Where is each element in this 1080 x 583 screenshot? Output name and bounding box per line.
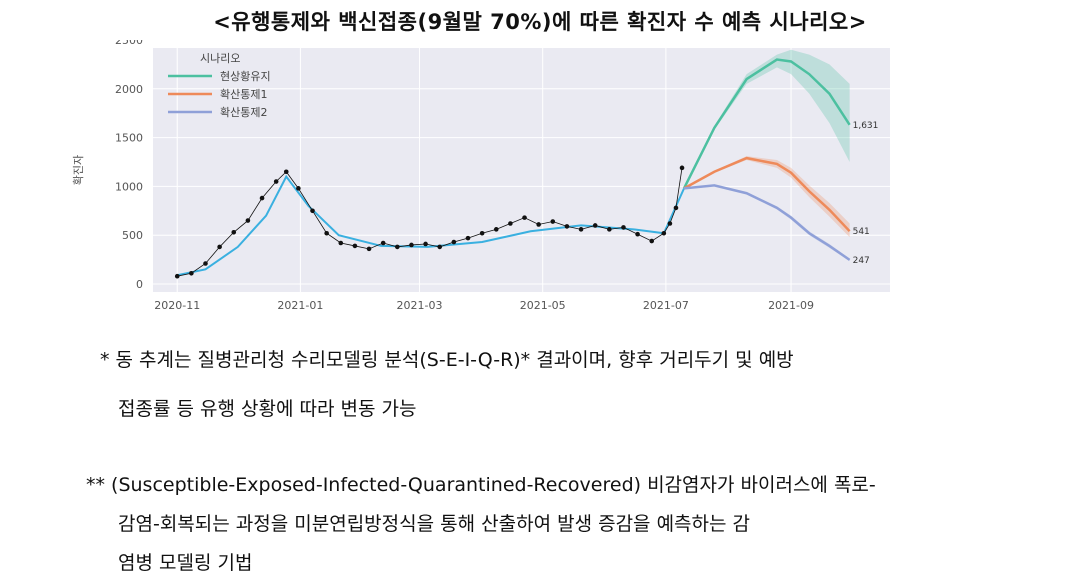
observed-point-2 <box>203 261 208 266</box>
observed-point-7 <box>273 179 279 184</box>
note2-line3: 염병 모델링 기법 <box>118 552 253 574</box>
observed-point-21 <box>465 235 471 241</box>
end-label-2: 247 <box>853 256 870 266</box>
observed-point-16 <box>395 244 400 250</box>
chart-svg: 0 500 1000 1500 2000 2500 2020-11 2021-01 2021-… <box>72 40 890 312</box>
x-tick-label-0: 2020-11 <box>154 299 200 312</box>
observed-series-group <box>174 165 685 279</box>
observed-point-25 <box>522 215 527 220</box>
scenario-line-2 <box>683 184 851 261</box>
observed-point-36 <box>667 221 673 226</box>
observed-point-32 <box>621 225 626 230</box>
y-axis-label: 확진자 <box>72 155 85 185</box>
legend-label-2: 확산통제2 <box>220 106 267 119</box>
observed-point-5 <box>245 218 251 223</box>
observed-point-12 <box>338 240 344 246</box>
observed-point-9 <box>296 186 301 191</box>
observed-point-8 <box>283 169 289 175</box>
x-tick-label-1: 2021-01 <box>277 299 323 312</box>
observed-point-22 <box>479 230 485 236</box>
observed-point-17 <box>409 242 414 248</box>
observed-point-34 <box>649 238 655 244</box>
observed-point-24 <box>508 221 513 226</box>
observed-point-29 <box>578 227 584 232</box>
y-tick-labels: 0 500 1000 1500 2000 2500 <box>115 40 143 291</box>
observed-point-30 <box>592 223 598 228</box>
observed-point-28 <box>564 224 570 229</box>
plot-background <box>153 48 890 292</box>
y-tick-label-3: 1500 <box>115 132 143 145</box>
x-tick-label-3: 2021-05 <box>520 299 566 312</box>
scenario-line-1 <box>683 156 851 233</box>
y-tick-label-1: 500 <box>122 229 143 242</box>
observed-point-27 <box>550 219 556 224</box>
note1-line1: * 동 추계는 질병관리청 수리모델링 분석(S-E-I-Q-R)* 결과이며,… <box>100 349 794 371</box>
observed-point-20 <box>451 239 457 245</box>
band-0 <box>684 49 850 189</box>
observed-point-15 <box>380 240 386 246</box>
x-tick-label-2: 2021-03 <box>397 299 443 312</box>
end-label-0: 1,631 <box>853 121 879 131</box>
observed-point-37 <box>673 205 679 211</box>
observed-point-31 <box>607 227 612 232</box>
x-tick-label-5: 2021-09 <box>768 299 814 312</box>
end-labels-group: 1,631 541 247 <box>853 121 879 266</box>
observed-point-35 <box>661 230 667 236</box>
legend: 시나리오 현상황유지 확산통제1 확산통제2 <box>168 52 271 119</box>
observed-point-26 <box>536 222 541 227</box>
x-gridlines <box>176 48 792 292</box>
legend-label-1: 확산통제1 <box>220 88 267 101</box>
observed-point-14 <box>366 246 372 252</box>
observed-point-38 <box>679 165 685 171</box>
note1-line2: 접종률 등 유행 상황에 따라 변동 가능 <box>118 398 417 420</box>
observed-point-1 <box>189 270 194 276</box>
scenario-line-0 <box>682 58 851 189</box>
observed-point-3 <box>217 244 222 250</box>
observed-point-33 <box>635 231 640 237</box>
observed-point-23 <box>493 227 499 232</box>
y-gridlines <box>153 40 890 285</box>
legend-label-0: 현상황유지 <box>220 70 271 83</box>
note2-line2: 감염-회복되는 과정을 미분연립방정식을 통해 산출하여 발생 증감을 예측하는… <box>118 513 751 535</box>
y-tick-label-4: 2000 <box>115 83 143 96</box>
observed-point-19 <box>437 244 443 250</box>
chart-title: <유행통제와 백신접종(9월말 70%)에 따른 확진자 수 예측 시나리오> <box>213 10 867 34</box>
end-label-1: 541 <box>853 227 870 237</box>
observed-point-18 <box>423 241 428 247</box>
observed-point-6 <box>259 195 265 201</box>
y-tick-label-2: 1000 <box>115 180 143 193</box>
note2-line1: ** (Susceptible-Exposed-Infected-Quarant… <box>86 474 876 496</box>
observed-point-10 <box>310 208 315 214</box>
y-tick-label-5: 2500 <box>115 40 143 47</box>
x-tick-label-4: 2021-07 <box>643 299 689 312</box>
y-tick-label-0: 0 <box>136 278 143 291</box>
x-tick-labels: 2020-11 2021-01 2021-03 2021-05 2021-07 2021-… <box>154 299 814 312</box>
legend-title: 시나리오 <box>200 52 240 65</box>
observed-point-4 <box>231 229 237 235</box>
scenario-lines-group <box>682 58 851 261</box>
observed-point-11 <box>324 230 329 236</box>
observed-point-13 <box>352 243 358 249</box>
observed-point-0 <box>174 273 180 279</box>
